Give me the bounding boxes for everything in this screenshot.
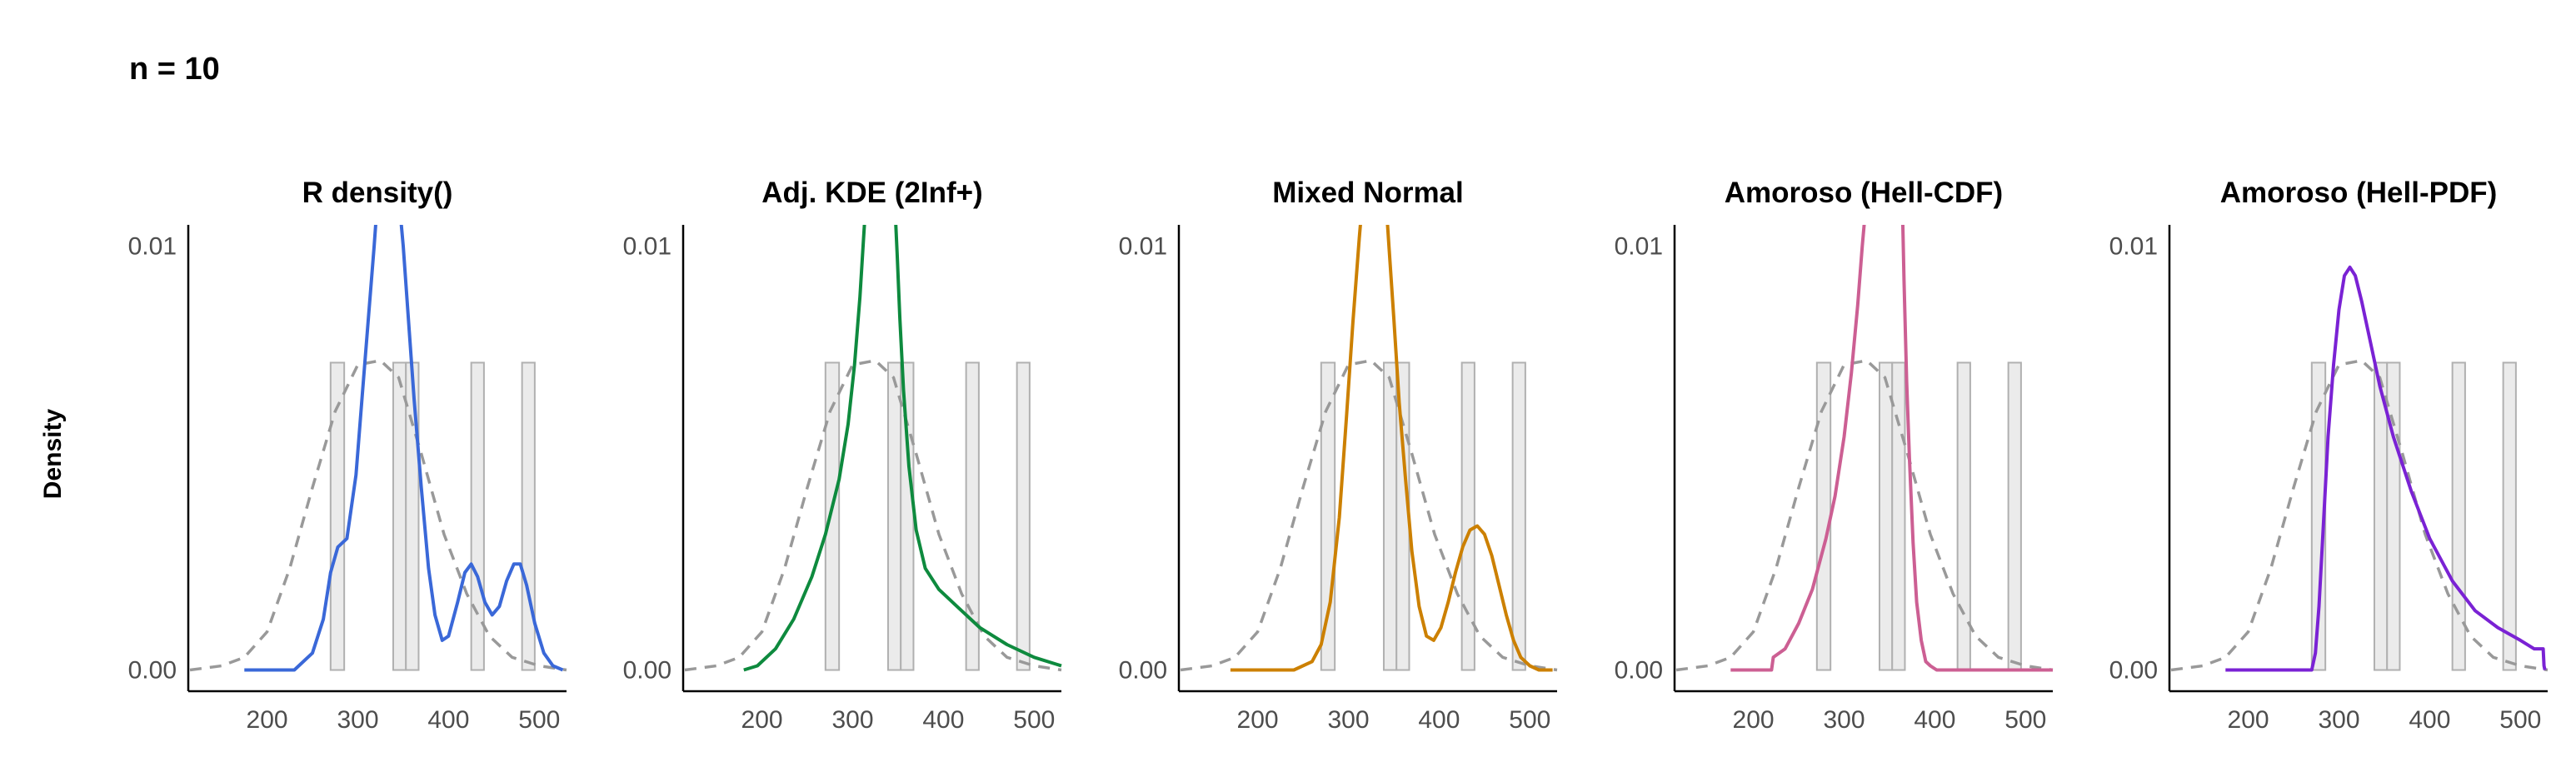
- x-tick-label: 200: [247, 706, 288, 734]
- x-tick-label: 300: [2318, 706, 2359, 734]
- reference-density-line: [1180, 359, 1558, 672]
- x-tick-label: 500: [1013, 706, 1055, 734]
- x-tick-label: 300: [831, 706, 873, 734]
- histogram-bar: [1878, 361, 1894, 671]
- x-tick-label: 500: [518, 706, 560, 734]
- y-tick-label: 0.00: [623, 657, 671, 685]
- density-line-segment: [399, 225, 564, 672]
- panel-title: Amoroso (Hell-CDF): [1725, 177, 2003, 209]
- histogram-bar: [1382, 361, 1398, 671]
- y-tick-label: 0.01: [1615, 232, 1663, 260]
- y-tick-label: 0.01: [623, 232, 671, 260]
- x-tick-label: 200: [741, 706, 783, 734]
- y-tick-label: 0.00: [1119, 657, 1167, 685]
- panel-title: Mixed Normal: [1272, 177, 1464, 209]
- x-tick-label: 400: [1418, 706, 1460, 734]
- reference-density-line: [189, 359, 567, 672]
- histogram-bar: [1016, 361, 1031, 671]
- density-line-segment: [1230, 225, 1362, 672]
- reference-density-line: [1675, 359, 2054, 672]
- panel-3: Mixed Normal 0.00 0.01 200 300 400 500: [1119, 177, 1558, 734]
- histogram-bar: [2007, 361, 2022, 671]
- histogram-bar: [824, 361, 841, 671]
- panel-5: Amoroso (Hell-PDF) 0.00 0.01 200 300 400 500: [2109, 177, 2549, 734]
- density-line-segment: [244, 225, 377, 672]
- figure-title: n = 10: [129, 52, 220, 87]
- x-tick-label: 500: [2004, 706, 2046, 734]
- y-tick-label: 0.01: [2109, 232, 2158, 260]
- x-tick-label: 400: [2409, 706, 2450, 734]
- x-tick-label: 200: [2228, 706, 2269, 734]
- panel-title: Amoroso (Hell-PDF): [2220, 177, 2498, 209]
- x-tick-label: 400: [922, 706, 964, 734]
- x-tick-label: 200: [1733, 706, 1775, 734]
- x-tick-label: 500: [2499, 706, 2541, 734]
- density-line-segment: [894, 225, 1062, 668]
- histogram-bar: [2386, 361, 2401, 671]
- x-tick-label: 300: [337, 706, 378, 734]
- density-line-segment: [1385, 225, 1553, 672]
- density-line-segment: [1730, 225, 1866, 672]
- panel-1: R density() 0.00 0.01 200 300 400 500: [128, 177, 567, 734]
- histogram-bar: [329, 361, 346, 671]
- panel-title: R density(): [302, 177, 453, 209]
- histogram-bar: [392, 361, 407, 671]
- x-tick-label: 400: [1914, 706, 1955, 734]
- x-tick-label: 500: [1509, 706, 1550, 734]
- y-tick-label: 0.00: [2109, 657, 2158, 685]
- histogram-bar: [1460, 361, 1475, 671]
- histogram-bar: [1891, 361, 1906, 671]
- density-line-segment: [2225, 265, 2547, 672]
- y-tick-label: 0.00: [1615, 657, 1663, 685]
- histogram-bar: [965, 361, 980, 671]
- histogram-bar: [2502, 361, 2517, 671]
- panel-4: Amoroso (Hell-CDF) 0.00 0.01 200 300 400 500: [1615, 177, 2054, 734]
- histogram-bar: [405, 361, 420, 671]
- x-tick-label: 300: [1327, 706, 1369, 734]
- histogram-bar: [886, 361, 902, 671]
- x-tick-label: 200: [1237, 706, 1279, 734]
- histogram-bar: [900, 361, 915, 671]
- x-tick-label: 300: [1823, 706, 1865, 734]
- panel-2: Adj. KDE (2Inf+) 0.00 0.01 200 300 400 500: [623, 177, 1062, 734]
- y-tick-label: 0.01: [1119, 232, 1167, 260]
- y-tick-label: 0.00: [128, 657, 177, 685]
- y-tick-label: 0.01: [128, 232, 177, 260]
- histogram-bar: [1511, 361, 1526, 671]
- reference-density-line: [684, 359, 1062, 672]
- reference-density-line: [2170, 359, 2549, 672]
- panel-title: Adj. KDE (2Inf+): [761, 177, 982, 209]
- density-line-segment: [743, 225, 866, 672]
- density-line-segment: [1900, 225, 2053, 672]
- x-tick-label: 400: [427, 706, 469, 734]
- histogram-bar: [521, 361, 536, 671]
